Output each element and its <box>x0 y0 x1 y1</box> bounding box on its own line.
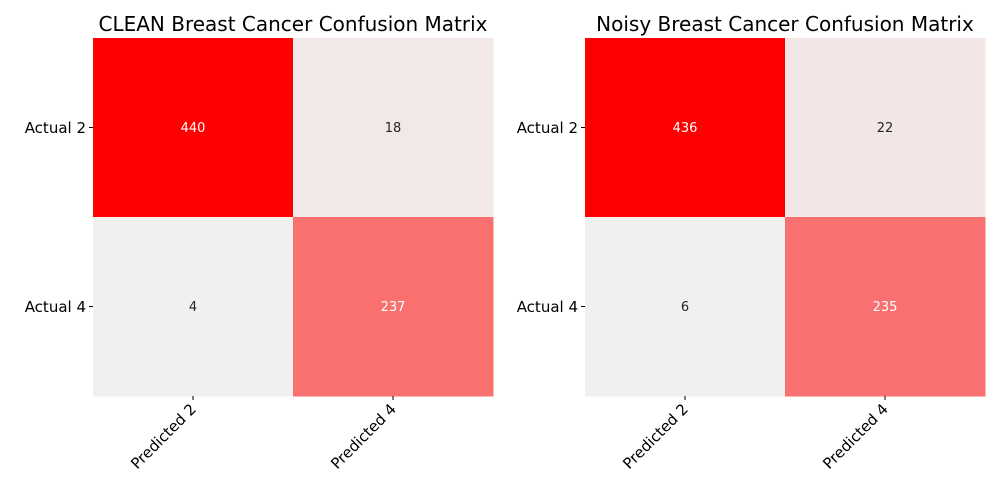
cell-value-label: 6 <box>681 300 689 315</box>
chart-title: CLEAN Breast Cancer Confusion Matrix <box>98 12 487 36</box>
heatmap-cell <box>93 38 294 218</box>
y-tick-label: Actual 2 <box>25 119 86 137</box>
heatmap-cell <box>785 38 986 218</box>
heatmap-cell <box>585 217 786 397</box>
x-tick-label: Predicted 2 <box>127 400 200 473</box>
cell-value-label: 237 <box>381 300 406 315</box>
cell-value-label: 18 <box>385 121 402 136</box>
x-tick-label: Predicted 2 <box>619 400 692 473</box>
y-tick-label: Actual 4 <box>517 298 578 316</box>
cell-value-label: 436 <box>673 121 698 136</box>
heatmap-cell <box>585 38 786 218</box>
cell-value-label: 235 <box>873 300 898 315</box>
heatmap-cell <box>293 38 494 218</box>
cell-value-label: 22 <box>877 121 894 136</box>
y-tick-label: Actual 2 <box>517 119 578 137</box>
heatmap-panel-2: Noisy Breast Cancer Confusion Matrix 436 2… <box>517 12 986 473</box>
x-tick-label: Predicted 4 <box>819 400 892 473</box>
chart-title: Noisy Breast Cancer Confusion Matrix <box>596 12 974 36</box>
heatmap-cell <box>785 217 986 397</box>
y-tick-label: Actual 4 <box>25 298 86 316</box>
cell-value-label: 4 <box>189 300 197 315</box>
x-tick-label: Predicted 4 <box>327 400 400 473</box>
heatmap-panel-1: CLEAN Breast Cancer Confusion Matrix 440 1… <box>25 12 494 473</box>
cell-value-label: 440 <box>181 121 206 136</box>
heatmap-cell <box>93 217 294 397</box>
heatmap-cell <box>293 217 494 397</box>
